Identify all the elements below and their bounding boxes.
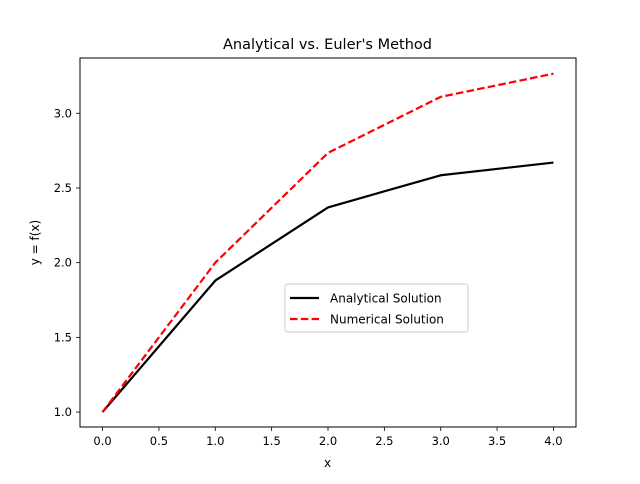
x-tick-label: 2.5 [375,434,393,448]
x-tick-label: 0.0 [93,434,111,448]
legend-label: Numerical Solution [330,313,444,327]
x-tick-label: 0.5 [150,434,168,448]
x-axis-label: x [324,456,331,470]
x-tick-label: 1.5 [262,434,280,448]
plot-frame [79,57,577,428]
legend-label: Analytical Solution [330,292,442,306]
y-tick-label: 2.0 [54,256,72,270]
y-tick-label: 1.5 [54,330,72,344]
y-tick-label: 3.0 [54,106,72,120]
y-tick-label: 1.0 [54,405,72,419]
x-tick-label: 3.5 [488,434,506,448]
chart-title: Analytical vs. Euler's Method [223,37,432,53]
x-tick-label: 2.0 [319,434,337,448]
legend-box [284,283,469,333]
series-line-analytical [101,161,554,413]
x-tick-label: 4.0 [544,434,562,448]
y-axis-label: y = f(x) [28,220,42,265]
x-tick-label: 1.0 [206,434,224,448]
y-tick-label: 2.5 [54,181,72,195]
x-tick-label: 3.0 [432,434,450,448]
series-line-numerical [101,72,554,413]
